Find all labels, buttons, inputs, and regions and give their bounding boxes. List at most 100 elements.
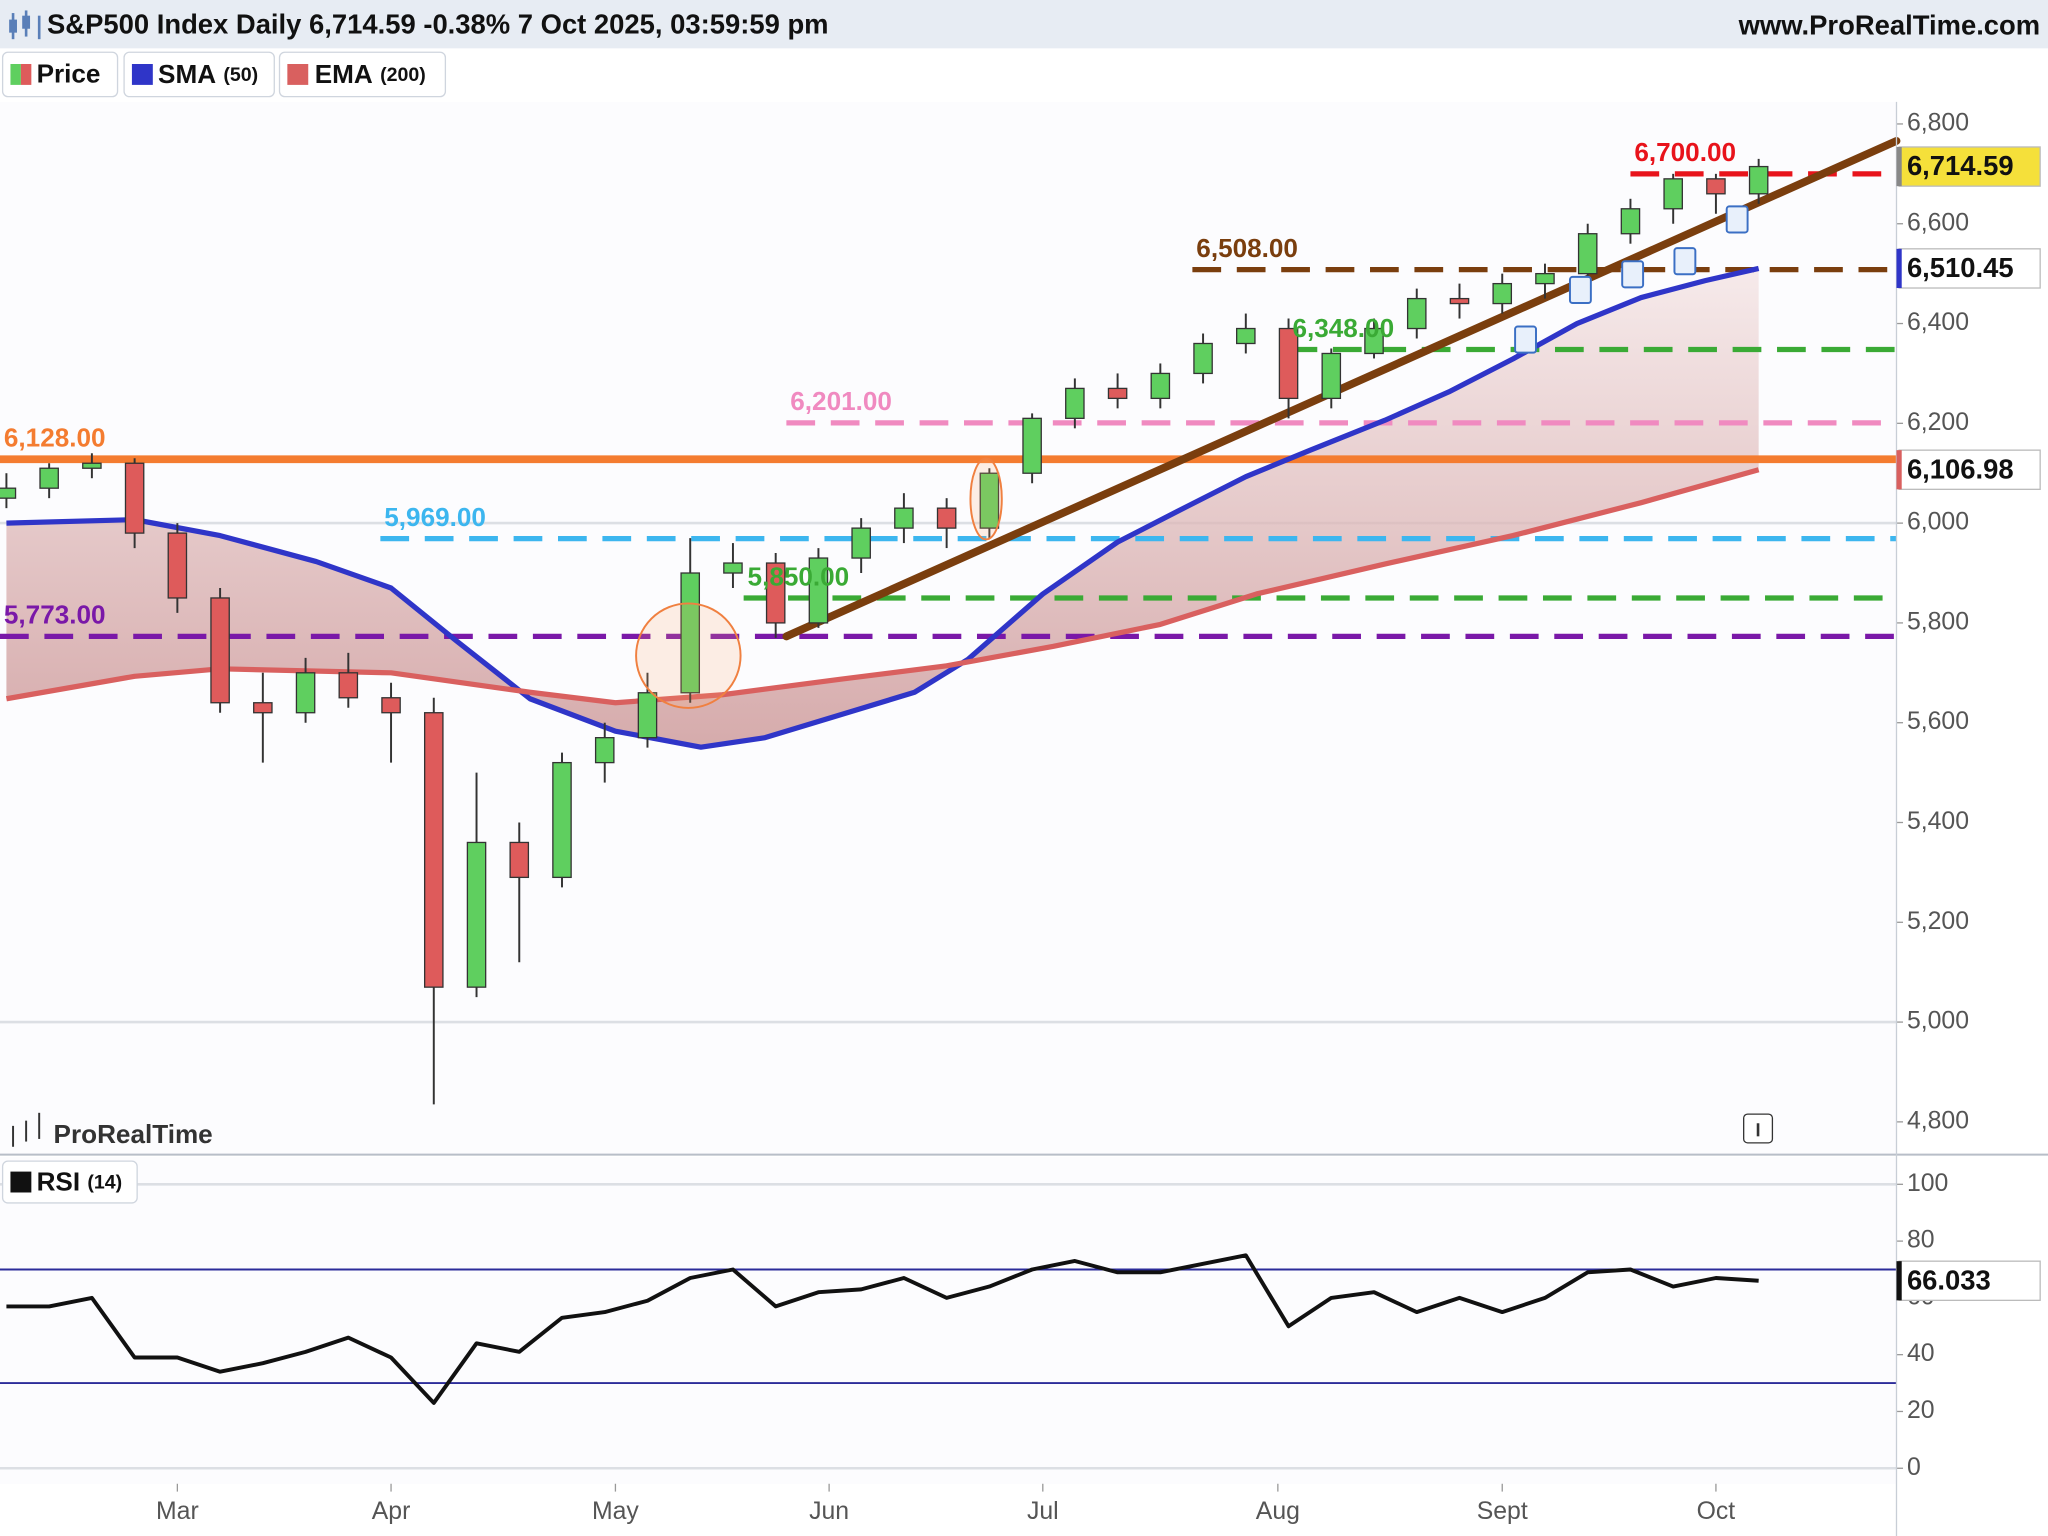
candle-body (552, 761, 572, 879)
watermark: ProRealTime (54, 1119, 213, 1149)
candle-body (637, 692, 658, 739)
candle-body (39, 467, 59, 489)
level-label: 6,348.00 (1292, 313, 1394, 343)
y-tick-label: 80 (1907, 1227, 1935, 1254)
rsi-plot-area (0, 1157, 1897, 1484)
y-tick-label: 5,000 (1907, 1008, 1969, 1035)
header-site[interactable]: www.ProRealTime.com (1738, 10, 2041, 41)
y-tick-label: 5,400 (1907, 808, 1969, 835)
x-tick-label: Jun (809, 1498, 849, 1525)
candle-body (1321, 352, 1342, 400)
candle-body (723, 562, 743, 574)
level-label: 5,969.00 (384, 502, 486, 532)
y-tick-label: 5,200 (1907, 908, 1969, 935)
candle-body (1236, 327, 1256, 345)
y-tick-label: 6,000 (1907, 509, 1969, 536)
candle-body (765, 562, 786, 624)
y-tick-label: 40 (1907, 1340, 1935, 1367)
watermark-icon (12, 1112, 41, 1147)
y-tick-label: 100 (1907, 1170, 1948, 1197)
info-button[interactable] (1743, 1113, 1774, 1144)
candle-body (381, 697, 401, 714)
candle-body (1278, 327, 1299, 400)
ma-band (6, 268, 1759, 748)
candle-body (295, 672, 316, 714)
header-title: S&P500 Index Daily 6,714.59 -0.38% 7 Oct… (47, 8, 829, 39)
trendline (782, 136, 1901, 641)
label-layer: 6,700.00 6,508.00 6,348.00 6,201.00 6,128.00… (4, 137, 2041, 1302)
candle-body (936, 507, 957, 529)
candle-body (1364, 327, 1384, 355)
candle-body (253, 702, 273, 714)
legend-name: SMA (158, 59, 216, 89)
fill-layer (0, 268, 1897, 1470)
candle-body (466, 841, 487, 988)
level-label: 6,508.00 (1196, 233, 1298, 263)
level-label: 5,850.00 (748, 561, 850, 591)
legend-param: (200) (380, 64, 426, 86)
y-tick-label: 0 (1907, 1454, 1921, 1481)
legend-label: Price (37, 59, 101, 89)
news-icons[interactable] (1514, 205, 1749, 354)
candle-body (1492, 282, 1513, 305)
legend-price[interactable]: Price (1, 51, 119, 98)
candle-body (1449, 297, 1470, 305)
x-tick-label: Apr (372, 1498, 411, 1525)
highlight-circle (635, 602, 742, 709)
candle-body (1150, 372, 1171, 400)
x-tick-label: Aug (1256, 1498, 1300, 1525)
candle-body (1577, 233, 1598, 275)
candle-body (594, 737, 615, 764)
candle-body (1193, 342, 1213, 375)
level-label: 6,201.00 (790, 386, 892, 416)
candle-body (124, 462, 145, 534)
candle-body (808, 557, 829, 624)
candle-body (0, 487, 17, 499)
candle-body (1535, 272, 1555, 285)
y-tick-label: 6,200 (1907, 409, 1969, 436)
last-value-edge (1896, 450, 1902, 490)
last-value-edge (1896, 248, 1902, 289)
y-tick-label: 6,400 (1907, 309, 1969, 336)
last-value-badge (1898, 449, 2041, 490)
level-label: 6,128.00 (4, 423, 106, 453)
candle-body (1748, 165, 1769, 195)
y-tick-label: 20 (1907, 1397, 1935, 1424)
last-value-label: 66.033 (1907, 1264, 1991, 1295)
legend-sma[interactable]: SMA (50) (123, 51, 275, 98)
last-value-badge (1898, 1260, 2041, 1302)
last-value-label: 6,714.59 (1907, 150, 2014, 181)
candle-body (1620, 208, 1641, 235)
level-label: 6,700.00 (1634, 137, 1736, 167)
legend-rsi[interactable]: RSI (14) (1, 1160, 138, 1204)
y-tick-label: 4,800 (1907, 1107, 1969, 1134)
last-value-label: 6,106.98 (1907, 453, 2014, 484)
last-value-label: 6,510.45 (1907, 252, 2014, 283)
candle-body (423, 712, 444, 988)
candle-body (509, 841, 530, 879)
legend-param: (14) (87, 1172, 122, 1194)
candle-body (1022, 417, 1042, 474)
y-tick-label: 5,800 (1907, 608, 1969, 635)
candle-body (851, 527, 871, 559)
highlight-ellipse (969, 457, 1003, 541)
x-tick-label: Oct (1697, 1498, 1736, 1525)
legend-label: EMA (200) (315, 59, 426, 89)
x-tick-label: Sept (1477, 1498, 1528, 1525)
y-tick-label: 6,800 (1907, 109, 1969, 136)
level-label: 5,773.00 (4, 600, 106, 630)
legend-name: RSI (37, 1166, 81, 1196)
x-tick-label: Mar (156, 1498, 199, 1525)
candle-body (338, 672, 359, 699)
candle-body (167, 532, 188, 599)
header-icon (9, 10, 41, 40)
legend-label: RSI (14) (37, 1166, 123, 1196)
legend-ema[interactable]: EMA (200) (278, 51, 447, 98)
candle-body (894, 507, 914, 529)
candle-body (82, 462, 102, 469)
last-value-badge (1898, 146, 2041, 187)
x-tick-label: May (592, 1498, 639, 1525)
series-line (6, 1253, 1759, 1405)
